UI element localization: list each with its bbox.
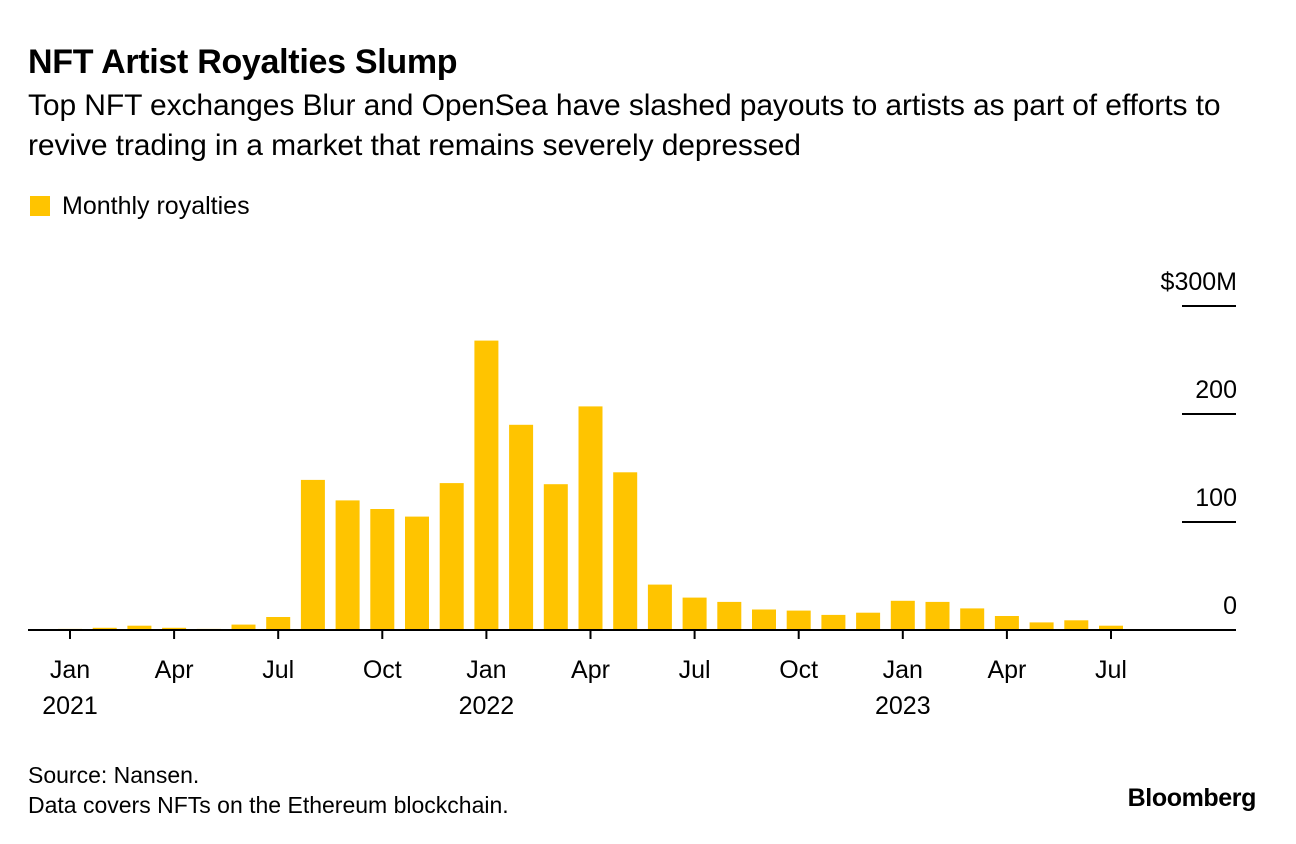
x-year-label: 2021 (42, 692, 98, 720)
bar (578, 406, 603, 630)
y-tick-label: $300M (1161, 268, 1237, 296)
x-year-label: 2023 (875, 692, 931, 720)
bar (370, 509, 395, 630)
x-tick-label: Oct (363, 656, 402, 684)
bar (300, 479, 325, 630)
bar (1064, 620, 1089, 630)
y-tick-label: 100 (1195, 484, 1237, 512)
bar (856, 612, 881, 630)
bar (127, 625, 152, 630)
x-tick-label: Apr (571, 656, 610, 684)
bar (474, 340, 499, 630)
bar (994, 616, 1019, 630)
bar (509, 424, 534, 630)
bar (405, 516, 429, 630)
legend-label: Monthly royalties (62, 191, 250, 220)
x-tick-label: Jul (679, 656, 711, 684)
bar (92, 627, 117, 630)
x-tick-label: Jan (883, 656, 923, 684)
x-year-label: 2022 (459, 692, 515, 720)
bar (960, 608, 985, 630)
bar (925, 601, 950, 630)
bar (162, 627, 187, 630)
bar (682, 597, 707, 630)
bar (752, 609, 776, 630)
bar (613, 472, 638, 630)
y-tick-label: 200 (1195, 376, 1237, 404)
footer-notes: Source: Nansen. Data covers NFTs on the … (28, 760, 509, 820)
x-tick-label: Jul (1095, 656, 1127, 684)
bar (786, 610, 811, 630)
x-tick-label: Jan (466, 656, 506, 684)
x-tick-label: Jul (262, 656, 294, 684)
chart-subtitle: Top NFT exchanges Blur and OpenSea have … (28, 89, 1221, 162)
x-tick-label: Oct (779, 656, 818, 684)
bar (335, 500, 360, 630)
legend-swatch (30, 196, 50, 216)
x-tick-label: Jan (50, 656, 90, 684)
bar (266, 617, 291, 630)
bar (821, 614, 846, 630)
x-tick-label: Apr (987, 656, 1026, 684)
data-note: Data covers NFTs on the Ethereum blockch… (28, 792, 509, 818)
bar (647, 584, 672, 630)
bar (717, 601, 742, 630)
bar-chart: 0 100 200 $300M Jan 2021 Apr Jul Oct Jan 2022 Apr Ju… (28, 268, 1237, 720)
bloomberg-logo: Bloomberg (1127, 784, 1257, 812)
bar (543, 484, 568, 630)
bar (231, 624, 256, 630)
bar (1029, 622, 1054, 630)
y-tick-label: 0 (1223, 592, 1237, 620)
bar (439, 483, 464, 630)
x-tick-label: Apr (155, 656, 194, 684)
legend: Monthly royalties (30, 190, 250, 222)
bar (890, 600, 915, 630)
source-note: Source: Nansen. (28, 762, 200, 788)
bar (1099, 625, 1123, 630)
chart-title: NFT Artist Royalties Slump (28, 43, 458, 81)
